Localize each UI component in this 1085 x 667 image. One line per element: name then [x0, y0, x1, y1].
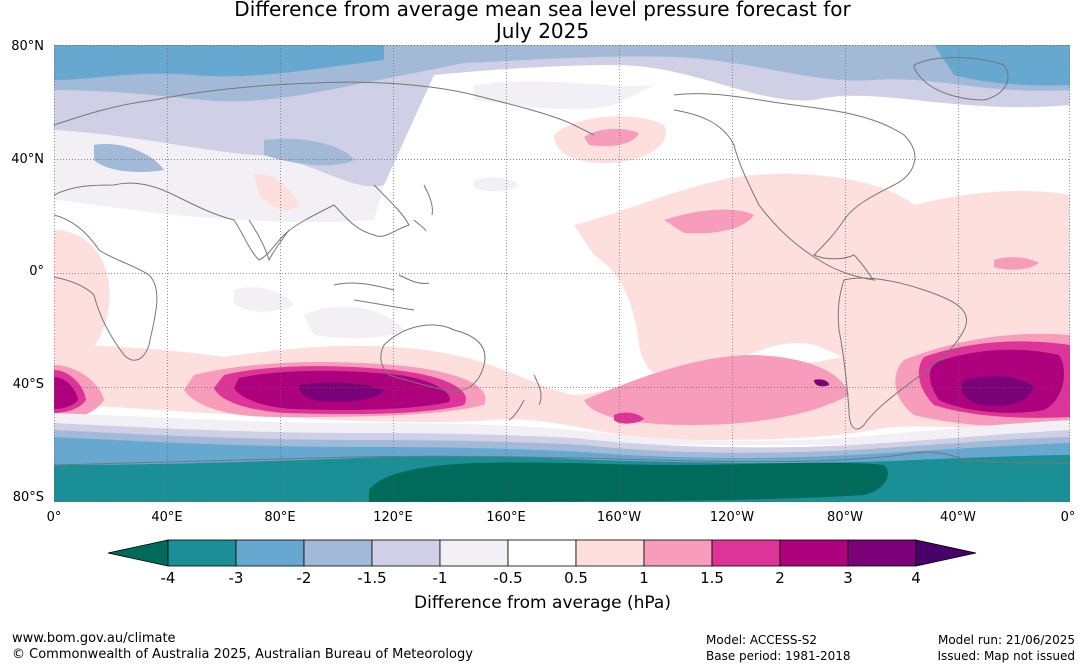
lat-label-80s: 80°S	[12, 490, 44, 505]
colorbar-tick-label: 4	[911, 569, 921, 587]
colorbar-tick-label: -3	[228, 569, 244, 587]
anomaly-south-neg-4	[369, 462, 888, 502]
pressure-anomaly-map	[54, 45, 1070, 502]
chart-title-line1: Difference from average mean sea level p…	[234, 0, 851, 21]
footer-issued: Issued: Map not issued	[937, 649, 1075, 663]
colorbar-tick-label: -0.5	[493, 569, 523, 587]
anomaly-sam-1	[994, 257, 1039, 270]
coast-india	[248, 219, 290, 262]
anomaly-tibet	[254, 174, 299, 211]
anomaly-north-3	[54, 45, 384, 80]
colorbar-segment	[643, 539, 713, 567]
colorbar-segment	[439, 539, 509, 567]
footer-model: Model: ACCESS-S2	[706, 633, 818, 647]
footer-base-period: Base period: 1981-2018	[706, 649, 851, 663]
colorbar-tick-label: -1	[432, 569, 448, 587]
lon-label-40e: 40°E	[151, 510, 183, 525]
coast-nz	[508, 374, 542, 421]
footer-copyright: © Commonwealth of Australia 2025, Austra…	[12, 647, 473, 662]
chart-title-line2: July 2025	[495, 19, 590, 43]
coast-eurasia	[54, 81, 595, 261]
colorbar-tick-label: 0.5	[564, 569, 588, 587]
lon-label-80w: 80°W	[827, 510, 863, 525]
lon-label-0-east: 0°	[1060, 510, 1076, 525]
colorbar-tick-label: 3	[843, 569, 853, 587]
colorbar-tick-label: -1.5	[357, 569, 387, 587]
colorbar-segment	[167, 539, 237, 567]
anomaly-south-3b	[961, 375, 1034, 407]
lat-label-40n: 40°N	[11, 152, 44, 167]
colorbar-extend-low	[107, 539, 169, 567]
anomaly-asia-blue2	[94, 144, 164, 172]
colorbar-segment	[711, 539, 781, 567]
coast-africa	[54, 214, 158, 361]
anomaly-mid-1.5	[614, 412, 644, 424]
anomaly-north-3b	[934, 45, 1070, 86]
colorbar-segment	[507, 539, 577, 567]
lon-label-80e: 80°E	[264, 510, 296, 525]
anomaly-npac-1	[584, 128, 639, 147]
colorbar-segment	[575, 539, 645, 567]
colorbar-tick-label: -2	[296, 569, 312, 587]
colorbar-segment	[371, 539, 441, 567]
lon-label-40w: 40°W	[940, 510, 976, 525]
anomaly-west-2	[54, 377, 78, 409]
anomaly-north-1b	[474, 81, 654, 110]
coast-australia	[380, 324, 486, 392]
lon-label-0: 0°	[46, 510, 62, 525]
colorbar-tick-label: -4	[160, 569, 176, 587]
anomaly-west-0.5	[54, 230, 110, 365]
coast-south-america	[837, 277, 967, 430]
coast-indonesia	[333, 274, 430, 311]
anomaly-indonesia-neg	[304, 306, 404, 339]
colorbar-tick-label: 2	[775, 569, 785, 587]
colorbar-segment	[779, 539, 849, 567]
anomaly-indian-neg	[234, 287, 294, 312]
lat-label-40s: 40°S	[12, 377, 44, 392]
lon-label-120w: 120°W	[709, 510, 755, 525]
graticule	[54, 45, 1070, 502]
coast-antarctica	[54, 451, 1070, 466]
anomaly-pac-neg	[474, 177, 519, 192]
anomaly-asia-blue	[264, 138, 354, 166]
anomaly-south-3	[298, 382, 384, 402]
colorbar-label: Difference from average (hPa)	[414, 593, 671, 613]
colorbar-extend-high	[915, 539, 977, 567]
footer-url: www.bom.gov.au/climate	[12, 631, 176, 646]
colorbar-segment	[303, 539, 373, 567]
colorbar-segment	[847, 539, 917, 567]
lat-label-eq: 0°	[29, 264, 44, 279]
coastlines	[54, 57, 1070, 466]
coast-japan	[413, 184, 433, 232]
anomaly-sam-spot	[814, 379, 829, 387]
coast-greenland	[913, 57, 1009, 101]
anomaly-south-1b	[584, 355, 849, 425]
lon-label-120e: 120°E	[373, 510, 413, 525]
lon-label-160e: 160°E	[486, 510, 526, 525]
lat-label-80n: 80°N	[11, 39, 44, 54]
colorbar-tick-label: 1	[639, 569, 649, 587]
colorbar-tick-label: 1.5	[700, 569, 724, 587]
lon-label-160w: 160°W	[596, 510, 642, 525]
colorbar	[107, 539, 977, 567]
anomaly-trop-pac-1	[664, 209, 754, 234]
footer-model-run: Model run: 21/06/2025	[937, 633, 1075, 647]
coast-north-america	[673, 93, 916, 281]
colorbar-segment	[235, 539, 305, 567]
